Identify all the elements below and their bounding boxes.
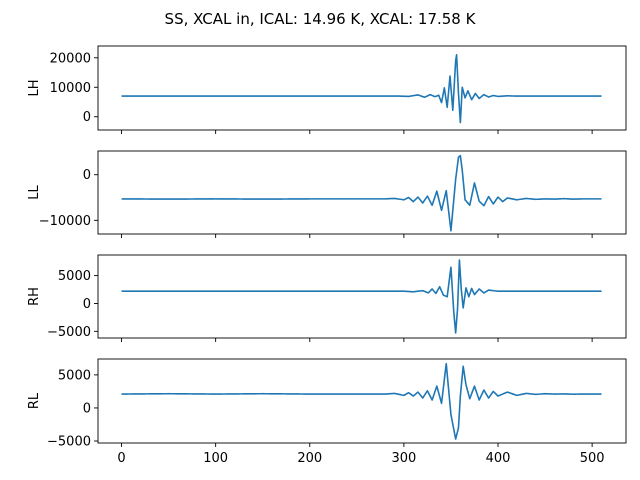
figure-title: SS, XCAL in, ICAL: 14.96 K, XCAL: 17.58 … [165,10,477,28]
y-tick-label: 5000 [58,368,91,383]
x-tick-label: 300 [391,451,416,466]
series-line-ll [121,154,602,232]
x-tick-label: 200 [297,451,322,466]
y-axis-label: RH [27,287,42,306]
x-tick-label: 500 [580,451,605,466]
y-tick-label: −10000 [39,214,91,229]
axes-frame [97,254,627,339]
y-axis-label: LL [27,185,42,200]
y-tick-label: 5000 [58,269,91,284]
y-tick-label: −5000 [47,325,91,340]
series-line-rl [121,362,602,440]
subplot-ll: −10000 0 LL [27,150,627,238]
series-line-lh [121,54,602,124]
y-tick-label: 20000 [50,51,91,66]
subplot-rl: 0 100 200 300 400 500 −5000 0 5000 RL [27,358,627,466]
y-tick-label: 10000 [50,81,91,96]
y-axis-label: LH [27,79,42,96]
y-axis-label: RL [27,392,42,409]
y-tick-label: −5000 [47,435,91,450]
axes-frame [97,358,627,444]
x-tick-label: 400 [486,451,511,466]
subplot-rh: −5000 0 5000 RH [27,254,627,342]
x-tick-label: 0 [117,451,125,466]
y-tick-label: 0 [83,168,91,183]
x-tick-label: 100 [203,451,228,466]
axes-frame [97,45,627,131]
subplot-lh: 0 10000 20000 LH [27,45,627,134]
y-tick-label: 0 [83,297,91,312]
y-tick-label: 0 [83,110,91,125]
y-tick-label: 0 [83,401,91,416]
axes-frame [97,150,627,235]
series-line-rh [121,259,602,334]
